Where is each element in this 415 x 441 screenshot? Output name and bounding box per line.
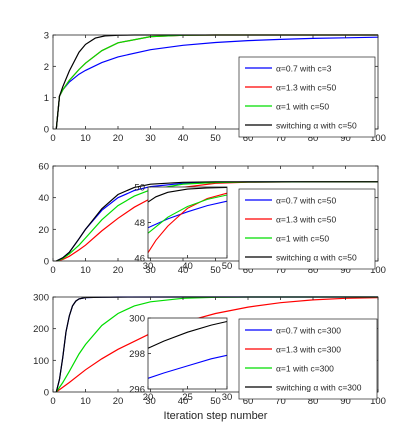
x-tick-label: 40 <box>178 396 189 407</box>
legend-box <box>238 318 378 400</box>
chart-panel-1: 0 10 20 30 40 50 60 70 80 90 100 0 1 2 3 α=0.7 with c=3… <box>44 31 386 145</box>
y-tick-label: 0 <box>44 125 49 136</box>
x-tick-label: 10 <box>80 265 91 276</box>
inset-y-tick-label: 296 <box>129 385 145 396</box>
x-tick-label: 100 <box>370 396 386 407</box>
inset-series-line-4 <box>147 186 228 203</box>
y-tick-label: 2 <box>44 62 49 73</box>
inset-area <box>148 318 227 389</box>
inset-y-tick-label: 48 <box>134 218 145 229</box>
inset-x-tick-label: 50 <box>222 261 233 272</box>
y-tick-label: 100 <box>33 356 49 367</box>
x-tick-label: 10 <box>80 133 91 144</box>
x-axis-label: Iteration step number <box>164 410 268 422</box>
x-tick-label: 40 <box>178 133 189 144</box>
legend-entry-1: α=0.7 with c=3 <box>276 64 332 74</box>
x-tick-label: 100 <box>370 265 386 276</box>
inset-x-tick-label: 20 <box>143 392 154 403</box>
y-tick-label: 3 <box>44 31 49 42</box>
x-tick-label: 60 <box>243 396 254 407</box>
inset-x-tick-label: 30 <box>222 392 233 403</box>
x-tick-label: 20 <box>113 133 124 144</box>
x-tick-label: 70 <box>275 396 286 407</box>
y-tick-label: 0 <box>44 257 49 268</box>
inset-y-tick-label: 298 <box>129 349 145 360</box>
x-tick-label: 0 <box>50 133 55 144</box>
legend: α=0.7 with c=3 α=1.3 with c=50 α=1 with c=… <box>238 56 376 138</box>
inset-x-tick-label: 30 <box>143 261 154 272</box>
x-tick-label: 50 <box>210 265 221 276</box>
x-tick-label: 60 <box>243 133 254 144</box>
x-tick-label: 100 <box>370 133 386 144</box>
x-tick-label: 40 <box>178 265 189 276</box>
x-tick-label: 80 <box>308 396 319 407</box>
legend-entry-2: α=1.3 with c=50 <box>276 83 336 93</box>
inset-y-tick-label: 300 <box>129 314 145 325</box>
chart-panel-2: 0 10 20 30 40 50 60 70 80 90 100 0 20 40 60 30 40 50 46 48 5… <box>38 162 386 277</box>
x-tick-label: 20 <box>113 396 124 407</box>
legend: α=0.7 with c=300 α=1.3 with c=300 α=1 with… <box>238 318 378 400</box>
inset-series-line-3 <box>147 194 228 234</box>
inset-plot: 30 40 50 46 48 50 <box>134 183 232 273</box>
legend-box <box>238 56 376 138</box>
x-tick-label: 80 <box>308 265 319 276</box>
legend-entry-4: switching α with c=300 <box>276 383 362 393</box>
legend-entry-1: α=0.7 with c=300 <box>276 326 341 336</box>
y-tick-label: 300 <box>33 293 49 304</box>
x-tick-label: 50 <box>210 396 221 407</box>
y-tick-label: 60 <box>38 162 49 173</box>
x-tick-label: 30 <box>145 396 156 407</box>
inset-series-line-2 <box>147 320 228 349</box>
legend-entry-3: α=1 with c=50 <box>276 234 329 244</box>
legend-entry-2: α=1.3 with c=50 <box>276 215 336 225</box>
inset-y-tick-label: 46 <box>134 254 145 265</box>
x-tick-label: 30 <box>145 265 156 276</box>
y-tick-label: 40 <box>38 193 49 204</box>
legend-box <box>238 188 376 270</box>
legend-entry-2: α=1.3 with c=300 <box>276 345 341 355</box>
legend-entry-3: α=1 with c=50 <box>276 102 329 112</box>
series-line-4 <box>56 181 378 262</box>
inset-x-tick-label: 25 <box>182 392 193 403</box>
y-tick-label: 1 <box>44 93 49 104</box>
inset-y-tick-label: 50 <box>134 183 145 194</box>
y-tick-label: 0 <box>44 388 49 399</box>
x-tick-label: 0 <box>50 265 55 276</box>
x-tick-label: 90 <box>340 265 351 276</box>
x-tick-label: 60 <box>243 265 254 276</box>
y-tick-label: 20 <box>38 225 49 236</box>
legend-entry-4: switching α with c=50 <box>276 253 357 263</box>
y-tick-label: 200 <box>33 324 49 335</box>
x-tick-label: 30 <box>145 133 156 144</box>
x-tick-label: 90 <box>340 133 351 144</box>
legend-entry-1: α=0.7 with c=50 <box>276 196 336 206</box>
legend: α=0.7 with c=50 α=1.3 with c=50 α=1 with c… <box>238 188 376 270</box>
x-tick-label: 0 <box>50 396 55 407</box>
x-tick-label: 20 <box>113 265 124 276</box>
legend-entry-4: switching α with c=50 <box>276 121 357 131</box>
inset-series-line-2 <box>147 192 228 253</box>
inset-x-tick-label: 40 <box>182 261 193 272</box>
x-tick-label: 90 <box>340 396 351 407</box>
x-tick-label: 70 <box>275 133 286 144</box>
x-tick-label: 80 <box>308 133 319 144</box>
inset-series-line-1 <box>147 354 228 379</box>
x-tick-label: 10 <box>80 396 91 407</box>
legend-entry-3: α=1 with c=300 <box>276 364 334 374</box>
x-tick-label: 70 <box>275 265 286 276</box>
x-tick-label: 50 <box>210 133 221 144</box>
